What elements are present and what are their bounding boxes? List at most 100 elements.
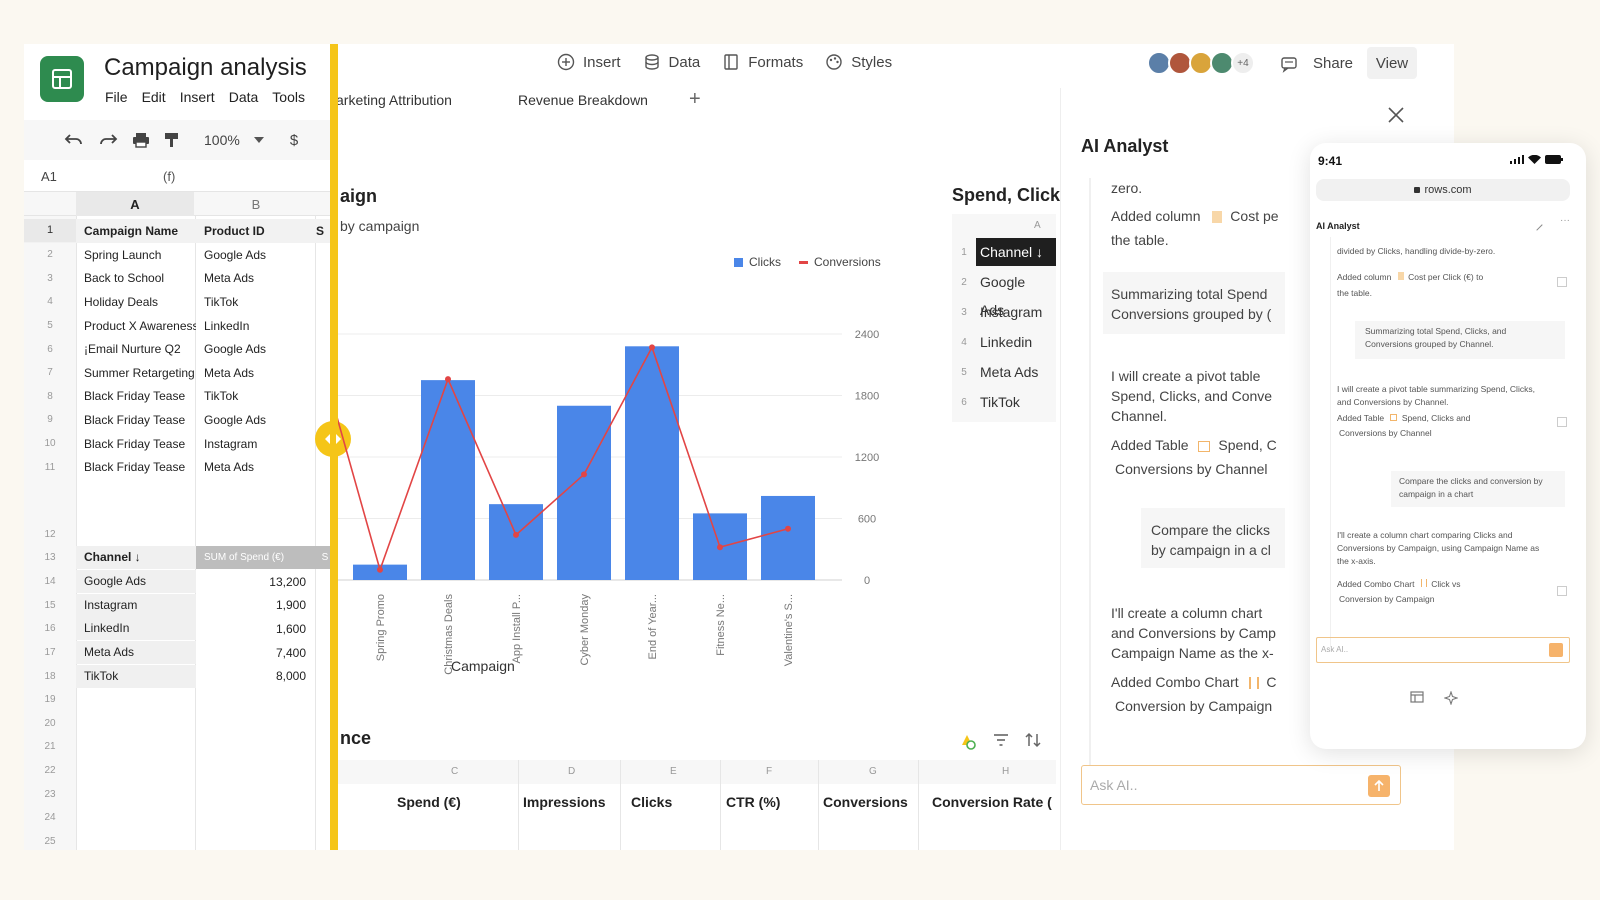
table-row[interactable]: 3 Back to School Meta Ads — [24, 267, 334, 291]
cell-campaign-name[interactable]: Black Friday Tease — [84, 412, 186, 427]
table-row[interactable]: 8 Black Friday Tease TikTok — [24, 385, 334, 409]
mini-table-cell[interactable]: Instagram — [980, 304, 1043, 320]
perf-table[interactable]: C D E F G H Spend (€) Impressions Clicks… — [338, 760, 1056, 850]
mini-table-row[interactable]: 4 Linkedin — [952, 328, 1056, 356]
spreadsheet-grid[interactable]: A B 1 Campaign Name Product ID S 2 Sprin… — [24, 192, 334, 850]
cell-sum-spend[interactable]: 1,600 — [275, 621, 306, 636]
data-button[interactable]: Data — [643, 53, 700, 71]
mini-table-cell[interactable]: Meta Ads — [980, 364, 1039, 380]
menu-insert[interactable]: Insert — [179, 89, 215, 105]
perf-header-clicks[interactable]: Clicks — [631, 794, 673, 810]
menu-tools[interactable]: Tools — [272, 89, 305, 105]
cell-campaign-name[interactable]: Black Friday Tease — [84, 389, 186, 404]
menu-file[interactable]: File — [105, 89, 128, 105]
undo-icon[interactable] — [64, 132, 84, 148]
cell-product-id[interactable]: Google Ads — [204, 342, 267, 357]
cell-product-id[interactable]: Meta Ads — [204, 365, 255, 380]
pivot-row[interactable]: 14 Google Ads 13,200 — [24, 570, 334, 594]
table-row[interactable]: 11 Black Friday Tease Meta Ads — [24, 455, 334, 479]
msg-link[interactable]: Cost per Click (€) to — [1408, 272, 1484, 282]
copy-icon[interactable] — [1557, 586, 1567, 596]
table-row[interactable]: 12 — [24, 523, 334, 547]
mini-table-row[interactable]: 2 Google Ads — [952, 268, 1056, 318]
msg-link[interactable]: Spend, C — [1218, 437, 1277, 453]
pivot-row[interactable]: 17 Meta Ads 7,400 — [24, 641, 334, 665]
table-row[interactable]: 25 — [24, 830, 334, 850]
conditional-format-icon[interactable] — [958, 731, 978, 751]
cell-campaign-name[interactable]: Spring Launch — [84, 247, 162, 262]
cell-product-id[interactable]: TikTok — [204, 389, 239, 404]
cell-reference[interactable]: A1 — [41, 169, 57, 184]
redo-icon[interactable] — [98, 132, 118, 148]
mini-table-row[interactable]: 1 Channel ↓ — [952, 238, 1056, 266]
cell-campaign-name[interactable]: Black Friday Tease — [84, 460, 186, 475]
perf-header-conversion-rate[interactable]: Conversion Rate ( — [932, 794, 1052, 810]
tab-revenue-breakdown[interactable]: Revenue Breakdown — [518, 92, 648, 108]
cell-campaign-name[interactable]: Black Friday Tease — [84, 436, 186, 451]
combo-chart[interactable]: 0 600 1200 1800 2400 Spring Promo Christmas De… — [338, 274, 908, 694]
zoom-select[interactable]: 100% — [204, 132, 264, 148]
cell-campaign-name[interactable]: ¡Email Nurture Q2 — [84, 342, 181, 357]
mini-table-cell[interactable]: Channel ↓ — [976, 238, 1056, 266]
close-panel-button[interactable] — [1387, 106, 1405, 124]
cell-campaign-name[interactable]: Holiday Deals — [84, 294, 159, 309]
cell-product-id[interactable]: Meta Ads — [204, 271, 255, 286]
phone-url-bar[interactable]: rows.com — [1316, 179, 1570, 201]
table-row[interactable]: 23 — [24, 782, 334, 806]
ai-message-line[interactable]: Conversion by Campaign — [1115, 698, 1273, 714]
splitter-handle[interactable] — [315, 421, 351, 457]
send-button[interactable] — [1368, 775, 1390, 797]
formats-button[interactable]: Formats — [722, 53, 803, 71]
phone-ai-input[interactable]: Ask AI.. — [1316, 637, 1570, 663]
table-row[interactable]: 22 — [24, 759, 334, 783]
table-row[interactable]: 1 Campaign Name Product ID S — [24, 219, 334, 243]
share-button[interactable]: Share — [1313, 55, 1354, 72]
copy-icon[interactable] — [1557, 417, 1567, 427]
collaborator-avatars[interactable]: +4 — [1147, 51, 1255, 75]
menu-edit[interactable]: Edit — [141, 89, 166, 105]
pivot-header-row[interactable]: 13 Channel ↓ SUM of Spend (€) S — [24, 546, 334, 570]
cell-channel[interactable]: Google Ads — [76, 570, 196, 594]
insert-button[interactable]: Insert — [557, 53, 621, 71]
filter-icon[interactable] — [992, 731, 1010, 749]
column-header-b[interactable]: B — [251, 196, 261, 212]
table-row[interactable]: 9 Black Friday Tease Google Ads — [24, 408, 334, 432]
cell-campaign-name[interactable]: Product X Awareness — [84, 318, 196, 333]
cell-product-id[interactable]: LinkedIn — [204, 318, 250, 333]
pivot-row[interactable]: 18 TikTok 8,000 — [24, 664, 334, 688]
ai-message-line[interactable]: Conversions by Channel — [1115, 461, 1268, 477]
cell-campaign-name[interactable]: Back to School — [84, 271, 165, 286]
styles-button[interactable]: Styles — [825, 53, 892, 71]
document-title[interactable]: Campaign analysis — [104, 54, 307, 81]
paint-format-icon[interactable] — [164, 132, 180, 148]
print-icon[interactable] — [132, 132, 150, 148]
add-tab-button[interactable]: + — [689, 88, 701, 110]
table-row[interactable]: 6 ¡Email Nurture Q2 Google Ads — [24, 337, 334, 361]
phone-ai-message[interactable]: Conversion by Campaign — [1339, 594, 1435, 604]
table-row[interactable]: 21 — [24, 735, 334, 759]
mini-table-cell[interactable]: TikTok — [980, 394, 1020, 410]
copy-icon[interactable] — [1557, 277, 1567, 287]
table-row[interactable]: 4 Holiday Deals TikTok — [24, 290, 334, 314]
table-row[interactable]: 19 — [24, 688, 334, 712]
perf-header-ctr[interactable]: CTR (%) — [726, 794, 781, 810]
cell-product-id[interactable]: Instagram — [204, 436, 258, 451]
mini-table-row[interactable]: 3 Instagram — [952, 298, 1056, 326]
cell-product-id[interactable]: Google Ads — [204, 412, 267, 427]
mini-table-cell[interactable]: Google Ads — [980, 274, 1026, 318]
ai-input-box[interactable]: Ask AI.. — [1081, 765, 1401, 805]
cell-product-id[interactable]: Google Ads — [204, 247, 267, 262]
currency-format-button[interactable]: $ — [289, 131, 299, 149]
perf-header-impressions[interactable]: Impressions — [523, 794, 606, 810]
msg-link[interactable]: Spend, Clicks and — [1401, 413, 1471, 423]
msg-link[interactable]: Click vs — [1431, 579, 1461, 589]
phone-ai-message[interactable]: Conversions by Channel — [1339, 428, 1432, 438]
perf-header-spend[interactable]: Spend (€) — [397, 794, 461, 810]
view-button[interactable]: View — [1367, 47, 1417, 79]
cell-channel[interactable]: Instagram — [76, 593, 196, 617]
cell-campaign-name[interactable]: Summer Retargeting — [84, 365, 195, 380]
phone-edit-icon[interactable] — [1531, 219, 1543, 231]
cell-product-id[interactable]: Meta Ads — [204, 460, 255, 475]
phone-send-button[interactable] — [1549, 643, 1563, 657]
cell-sum-spend[interactable]: 1,900 — [275, 598, 306, 613]
